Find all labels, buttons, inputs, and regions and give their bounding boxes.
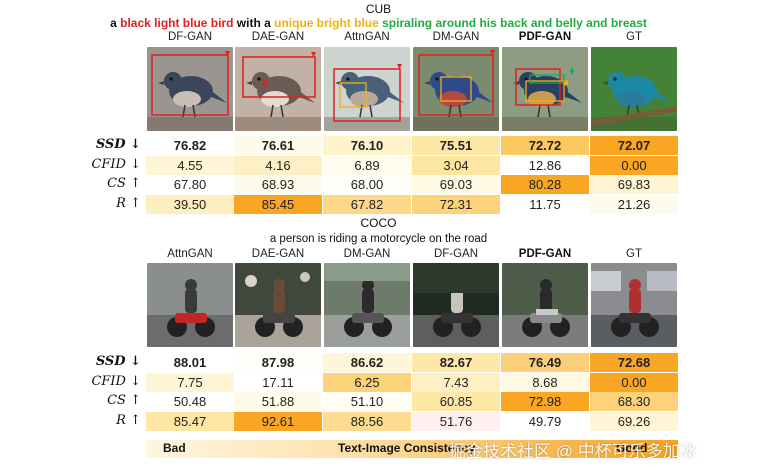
metric-cell: 72.68 bbox=[590, 353, 678, 372]
metric-cell: 69.26 bbox=[590, 411, 678, 431]
method-label-attngan: AttnGAN bbox=[167, 248, 213, 260]
metric-cell: 49.79 bbox=[501, 411, 589, 431]
consistency-gradient-bar bbox=[146, 440, 678, 458]
metric-cell: 85.47 bbox=[146, 411, 234, 431]
generated-image-dae-gan bbox=[235, 263, 321, 347]
method-label-gt: GT bbox=[626, 248, 642, 260]
coco-caption: a person is riding a motorcycle on the r… bbox=[269, 233, 488, 245]
metric-cell: 82.67 bbox=[412, 353, 500, 372]
generated-image-pdf-gan bbox=[502, 263, 588, 347]
scale-bad-label: Bad bbox=[163, 441, 186, 455]
generated-image-df-gan bbox=[147, 47, 233, 131]
watermark-text: 掘金技术社区 @ 中杯可乐多加冰 bbox=[449, 442, 697, 461]
metric-cell: 88.01 bbox=[146, 353, 234, 372]
generated-image-dae-gan bbox=[235, 47, 321, 131]
metric-cell: 88.56 bbox=[323, 411, 411, 431]
metric-cell: 51.76 bbox=[412, 411, 500, 431]
method-label-dm-gan: DM-GAN bbox=[432, 31, 480, 43]
metric-cell: 6.25 bbox=[323, 372, 411, 392]
cub-caption-segment: a bbox=[110, 16, 121, 30]
coco-dataset-title: COCO bbox=[360, 216, 397, 230]
metric-cell: 7.75 bbox=[146, 372, 234, 392]
method-label-dm-gan: DM-GAN bbox=[343, 248, 391, 260]
metric-label: CFID ↓ bbox=[91, 156, 141, 172]
metric-cell: 4.16 bbox=[234, 155, 322, 175]
generated-image-dm-gan bbox=[324, 263, 410, 347]
scale-good-label: Good bbox=[616, 441, 648, 455]
metric-cell: 75.51 bbox=[412, 136, 500, 155]
generated-image-df-gan bbox=[413, 263, 499, 347]
metric-label: SSD ↓ bbox=[95, 354, 141, 369]
cub-caption: a black light blue bird with a unique br… bbox=[0, 16, 757, 30]
cub-caption-segment: with a bbox=[233, 16, 275, 30]
metric-cell: 6.89 bbox=[323, 155, 411, 175]
metric-cell: 68.00 bbox=[323, 175, 411, 194]
method-label-gt: GT bbox=[626, 31, 642, 43]
cub-dataset-title: CUB bbox=[365, 2, 392, 16]
metric-label: CS ↑ bbox=[107, 176, 141, 191]
metric-label: CFID ↓ bbox=[91, 373, 141, 389]
metric-label: R ↑ bbox=[116, 412, 141, 428]
metric-cell: 68.30 bbox=[590, 392, 678, 411]
generated-image-pdf-gan bbox=[502, 47, 588, 131]
metric-cell: 68.93 bbox=[234, 175, 322, 194]
cub-caption-segment: unique bright blue bbox=[274, 16, 379, 30]
metric-label: SSD ↓ bbox=[95, 137, 141, 152]
generated-image-attngan bbox=[324, 47, 410, 131]
metric-cell: 76.61 bbox=[234, 136, 322, 155]
metric-cell: 69.83 bbox=[590, 175, 678, 194]
metric-cell: 0.00 bbox=[590, 155, 678, 175]
method-label-pdf-gan: PDF-GAN bbox=[518, 31, 572, 43]
method-label-attngan: AttnGAN bbox=[344, 31, 390, 43]
metric-cell: 72.07 bbox=[590, 136, 678, 155]
generated-image-gt bbox=[591, 263, 677, 347]
scale-center-label: Text-Image Consistency bbox=[338, 441, 476, 455]
method-label-df-gan: DF-GAN bbox=[167, 31, 213, 43]
metric-cell: 92.61 bbox=[234, 411, 322, 431]
metric-cell: 3.04 bbox=[412, 155, 500, 175]
metric-cell: 7.43 bbox=[412, 372, 500, 392]
generated-image-gt bbox=[591, 47, 677, 131]
metric-cell: 17.11 bbox=[234, 372, 322, 392]
metric-cell: 87.98 bbox=[234, 353, 322, 372]
method-label-df-gan: DF-GAN bbox=[433, 248, 479, 260]
metric-cell: 72.98 bbox=[501, 392, 589, 411]
metric-cell: 72.72 bbox=[501, 136, 589, 155]
method-label-pdf-gan: PDF-GAN bbox=[518, 248, 572, 260]
metric-cell: 12.86 bbox=[501, 155, 589, 175]
metric-cell: 4.55 bbox=[146, 155, 234, 175]
metric-cell: 80.28 bbox=[501, 175, 589, 194]
metric-label: R ↑ bbox=[116, 195, 141, 211]
metric-cell: 8.68 bbox=[501, 372, 589, 392]
metric-cell: 11.75 bbox=[501, 194, 589, 214]
cub-caption-segment: black light blue bird bbox=[120, 16, 234, 30]
metric-cell: 76.10 bbox=[323, 136, 411, 155]
metric-cell: 67.80 bbox=[146, 175, 234, 194]
metric-cell: 60.85 bbox=[412, 392, 500, 411]
metric-cell: 39.50 bbox=[146, 194, 234, 214]
metric-cell: 0.00 bbox=[590, 372, 678, 392]
metric-label: CS ↑ bbox=[107, 393, 141, 408]
cub-caption-segment: spiraling around his back and belly and … bbox=[378, 16, 647, 30]
metric-cell: 50.48 bbox=[146, 392, 234, 411]
metric-cell: 76.49 bbox=[501, 353, 589, 372]
metric-cell: 67.82 bbox=[323, 194, 411, 214]
metric-cell: 76.82 bbox=[146, 136, 234, 155]
metric-cell: 86.62 bbox=[323, 353, 411, 372]
generated-image-attngan bbox=[147, 263, 233, 347]
generated-image-dm-gan bbox=[413, 47, 499, 131]
metric-cell: 51.10 bbox=[323, 392, 411, 411]
method-label-dae-gan: DAE-GAN bbox=[251, 248, 305, 260]
metric-cell: 21.26 bbox=[590, 194, 678, 214]
metric-cell: 69.03 bbox=[412, 175, 500, 194]
method-label-dae-gan: DAE-GAN bbox=[251, 31, 305, 43]
metric-cell: 51.88 bbox=[234, 392, 322, 411]
metric-cell: 85.45 bbox=[234, 194, 322, 214]
metric-cell: 72.31 bbox=[412, 194, 500, 214]
